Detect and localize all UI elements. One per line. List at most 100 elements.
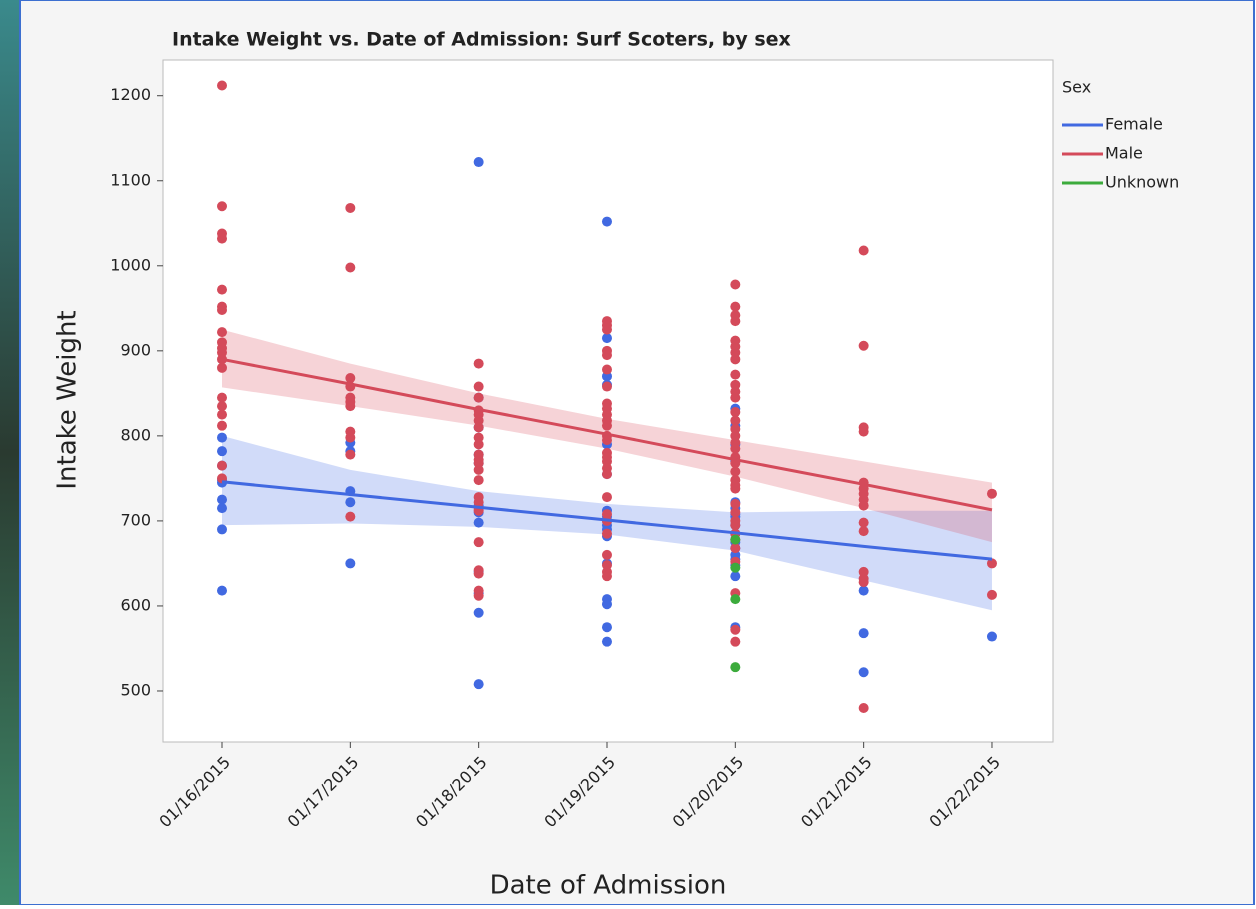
data-point xyxy=(601,364,612,375)
fit-line xyxy=(221,357,993,512)
data-point xyxy=(730,662,741,673)
data-point xyxy=(730,354,741,365)
data-point xyxy=(217,392,227,403)
legend-label: Male xyxy=(1105,144,1143,163)
x-axis-label: Date of Admission xyxy=(490,871,727,901)
data-point xyxy=(217,327,227,338)
data-point xyxy=(730,543,741,554)
chart-title: Intake Weight vs. Date of Admission: Sur… xyxy=(172,29,791,51)
data-point xyxy=(730,301,741,312)
data-point xyxy=(601,216,612,227)
data-point xyxy=(858,245,869,256)
data-point xyxy=(986,488,997,499)
data-point xyxy=(345,202,356,213)
data-point xyxy=(858,426,869,437)
data-point xyxy=(730,534,741,545)
y-tick-label: 600 xyxy=(120,595,151,614)
data-point xyxy=(730,636,741,647)
data-point xyxy=(730,483,741,494)
data-point xyxy=(473,439,484,450)
data-point xyxy=(858,667,869,678)
data-point xyxy=(986,558,997,569)
data-point xyxy=(601,469,612,480)
data-point xyxy=(345,497,356,508)
data-point xyxy=(217,432,227,443)
data-point xyxy=(473,537,484,548)
data-point xyxy=(858,585,869,596)
data-point xyxy=(473,607,484,618)
data-point xyxy=(730,316,741,327)
data-point xyxy=(345,511,356,522)
data-point xyxy=(858,526,869,537)
data-point xyxy=(473,422,484,433)
data-point xyxy=(217,446,227,457)
legend-label: Female xyxy=(1105,115,1163,134)
data-point xyxy=(730,520,741,531)
y-tick-label: 1100 xyxy=(110,170,151,189)
data-point xyxy=(730,498,741,509)
y-tick-label: 1000 xyxy=(110,255,151,274)
data-point xyxy=(601,636,612,647)
data-point xyxy=(858,702,869,713)
data-point xyxy=(345,449,356,460)
data-point xyxy=(345,558,356,569)
data-point xyxy=(345,401,356,412)
data-point xyxy=(217,494,227,505)
data-point xyxy=(601,350,612,361)
data-point xyxy=(730,594,741,605)
data-point xyxy=(730,369,741,380)
fit-line xyxy=(221,480,993,561)
data-point xyxy=(345,373,356,384)
data-point xyxy=(473,464,484,475)
data-point xyxy=(858,500,869,511)
data-point xyxy=(217,401,227,412)
data-point xyxy=(601,528,612,539)
data-point xyxy=(730,415,741,426)
data-point xyxy=(730,624,741,635)
data-point xyxy=(601,420,612,431)
data-point xyxy=(473,157,484,168)
data-point xyxy=(986,631,997,642)
data-point xyxy=(345,432,356,443)
data-point xyxy=(217,362,227,373)
data-point xyxy=(601,599,612,610)
data-point xyxy=(217,409,227,420)
data-point xyxy=(601,324,612,335)
data-point xyxy=(601,381,612,392)
data-point xyxy=(473,568,484,579)
legend-label: Unknown xyxy=(1105,173,1179,192)
data-point xyxy=(217,80,227,91)
data-point xyxy=(473,381,484,392)
data-point xyxy=(858,628,869,639)
y-tick-label: 500 xyxy=(120,680,151,699)
legend-title: Sex xyxy=(1062,78,1091,97)
y-tick-label: 1200 xyxy=(110,85,151,104)
data-point xyxy=(601,492,612,503)
data-point xyxy=(217,233,227,244)
data-point xyxy=(473,517,484,528)
data-point xyxy=(730,407,741,418)
data-point xyxy=(730,571,741,582)
data-point xyxy=(217,585,227,596)
data-point xyxy=(473,358,484,369)
data-point xyxy=(601,622,612,633)
y-tick-label: 900 xyxy=(120,340,151,359)
data-point xyxy=(217,460,227,471)
data-point xyxy=(730,562,741,573)
data-point xyxy=(601,571,612,582)
data-point xyxy=(601,435,612,446)
data-point xyxy=(217,420,227,431)
data-point xyxy=(473,590,484,601)
data-point xyxy=(473,679,484,690)
data-point xyxy=(730,443,741,454)
data-point xyxy=(345,262,356,273)
data-point xyxy=(217,284,227,295)
data-point xyxy=(217,305,227,316)
data-point xyxy=(217,503,227,514)
data-point xyxy=(858,340,869,351)
data-point xyxy=(858,517,869,528)
y-tick-label: 700 xyxy=(120,510,151,529)
data-point xyxy=(986,589,997,600)
data-point xyxy=(858,577,869,588)
